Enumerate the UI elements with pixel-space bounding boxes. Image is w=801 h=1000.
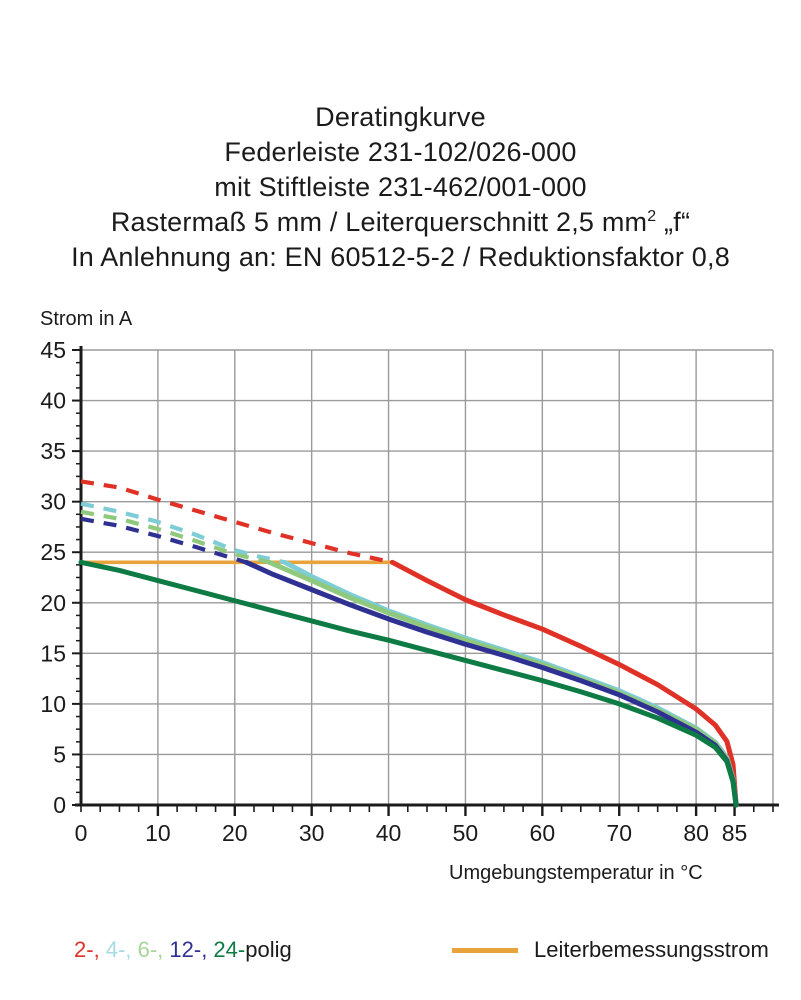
- x-tick-label: 10: [145, 820, 171, 846]
- curve-solid-24-polig: [78, 559, 739, 808]
- y-tick-label: 35: [40, 438, 66, 464]
- figure-title-block: Deratingkurve Federleiste 231-102/026-00…: [0, 100, 801, 275]
- title-line-4: Rastermaß 5 mm / Leiterquerschnitt 2,5 m…: [0, 205, 801, 240]
- y-tick-label: 0: [53, 792, 66, 818]
- y-tick-label: 20: [40, 590, 66, 616]
- title-line-4-superscript: 2: [647, 208, 657, 225]
- legend-rated-label: Leiterbemessungsstrom: [534, 937, 769, 962]
- x-tick-label: 80: [683, 820, 709, 846]
- legend-poles-entry: 2-, 4-, 6-, 12-, 24-polig: [74, 935, 292, 965]
- x-tick-label: 60: [530, 820, 556, 846]
- legend-pole-count-2: 2-: [74, 937, 94, 962]
- legend-pole-count-4: 4-: [105, 937, 126, 962]
- legend-separator: ,: [93, 937, 106, 962]
- y-tick-label: 40: [40, 388, 66, 414]
- curve-dashed-12-polig: [80, 516, 247, 565]
- legend-separator: ,: [201, 937, 214, 962]
- curve-dashed-6-polig: [80, 509, 270, 565]
- curve-dashed-2-polig: [80, 479, 393, 565]
- x-axis-caption: Umgebungstemperatur in °C: [449, 862, 703, 884]
- legend-rated-entry: Leiterbemessungsstrom: [452, 935, 769, 965]
- grid-lines: [81, 349, 774, 805]
- title-line-5: In Anlehnung an: EN 60512-5-2 / Reduktio…: [71, 242, 730, 272]
- legend-pole-count-24: 24-: [213, 937, 246, 962]
- y-tick-label: 10: [40, 691, 66, 717]
- x-tick-label: 85: [722, 820, 748, 846]
- legend-pole-count-6: 6-: [137, 937, 158, 962]
- legend-separator: ,: [157, 937, 170, 962]
- curve-solid-2-polig: [389, 559, 739, 808]
- title-line-2: Federleiste 231-102/026-000: [224, 137, 577, 167]
- x-tick-label: 40: [376, 820, 402, 846]
- y-axis-caption: Strom in A: [40, 308, 133, 330]
- x-tick-label: 20: [222, 820, 248, 846]
- curve-dashed-4-polig: [80, 501, 286, 565]
- axis-lines: [75, 346, 779, 807]
- title-line-3: mit Stiftleiste 231-462/001-000: [214, 172, 587, 202]
- derating-curves: [78, 479, 739, 808]
- y-tick-label: 25: [40, 539, 66, 565]
- curve-solid-12-polig: [243, 559, 739, 808]
- chart-legend: 2-, 4-, 6-, 12-, 24-polig Leiterbemessun…: [0, 935, 801, 975]
- x-tick-label: 50: [453, 820, 479, 846]
- x-tick-label: 30: [299, 820, 325, 846]
- title-line-4-main: Rastermaß 5 mm / Leiterquerschnitt 2,5 m…: [110, 207, 648, 237]
- legend-separator: ,: [125, 937, 138, 962]
- x-tick-label: 70: [606, 820, 632, 846]
- axis-ticks: [72, 349, 774, 816]
- axis-tick-labels: 0 5 10 15 20 25 30 35 40 45 0 10 20 30 40 50 60 70 80 85: [40, 337, 747, 846]
- x-tick-label: 0: [75, 820, 88, 846]
- legend-pole-count-12: 12-: [169, 937, 202, 962]
- y-tick-label: 45: [40, 337, 66, 363]
- y-tick-label: 15: [40, 640, 66, 666]
- legend-polig-suffix: polig: [245, 937, 292, 962]
- chart-plot-area: 0 5 10 15 20 25 30 35 40 45 0 10 20 30 40 50 60 70 80 85: [40, 337, 779, 846]
- y-tick-label: 5: [53, 741, 66, 767]
- legend-rated-swatch: [452, 947, 518, 953]
- y-tick-label: 30: [40, 489, 66, 515]
- title-line-1: Deratingkurve: [315, 102, 486, 132]
- title-line-4-suffix: „f“: [656, 207, 691, 237]
